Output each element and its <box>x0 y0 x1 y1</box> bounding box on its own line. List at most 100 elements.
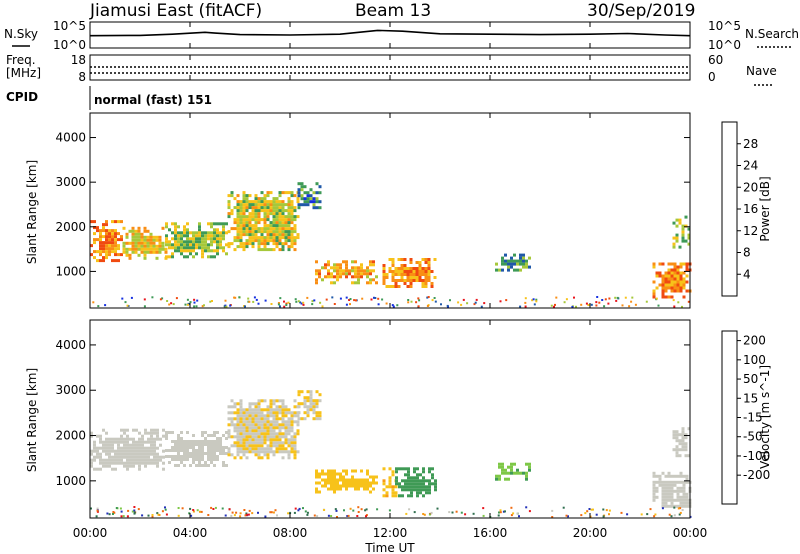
echo-cell <box>117 259 120 263</box>
y-tick-label: 4000 <box>55 131 86 145</box>
echo-cell <box>93 250 96 254</box>
echo-cell <box>327 475 330 479</box>
echo-cell <box>177 231 180 235</box>
echo-cell <box>510 259 513 263</box>
echo-cell <box>260 230 264 234</box>
echo-cell <box>171 246 174 250</box>
echo-cell <box>608 509 611 512</box>
echo-cell <box>207 234 210 238</box>
echo-cell <box>668 513 671 516</box>
echo-cell <box>245 215 249 219</box>
echo-cell <box>266 212 270 216</box>
echo-cell <box>655 274 659 278</box>
echo-cell <box>472 512 475 515</box>
echo-cell <box>204 443 207 446</box>
echo-cell <box>248 429 252 433</box>
echo-cell <box>108 250 111 254</box>
echo-cell <box>93 238 96 242</box>
echo-cell <box>105 235 108 239</box>
echo-cell <box>426 305 429 307</box>
echo-cell <box>207 443 210 446</box>
echo-cell <box>287 224 291 228</box>
echo-cell <box>451 511 454 514</box>
echo-cell <box>126 446 129 450</box>
echo-cell <box>385 285 389 288</box>
echo-cell <box>263 221 267 225</box>
echo-cell <box>525 262 528 266</box>
echo-cell <box>318 475 321 479</box>
echo-cell <box>108 446 111 450</box>
echo-cell <box>324 266 327 270</box>
echo-cell <box>251 414 255 418</box>
echo-cell <box>318 191 322 195</box>
echo-cell <box>141 455 144 459</box>
echo-cell <box>239 200 243 204</box>
echo-cell <box>114 241 117 245</box>
echo-cell <box>266 444 270 448</box>
echo-cell <box>272 441 276 445</box>
echo-cell <box>391 261 395 264</box>
echo-cell <box>260 420 264 424</box>
echo-cell <box>266 242 270 246</box>
echo-cell <box>257 248 261 252</box>
echo-cell <box>685 289 689 293</box>
echo-cell <box>339 266 342 270</box>
echo-cell <box>687 300 690 303</box>
echo-cell <box>117 437 120 441</box>
echo-cell <box>512 512 515 515</box>
echo-cell <box>415 279 419 282</box>
echo-cell <box>275 420 279 424</box>
echo-cell <box>257 511 259 514</box>
echo-cell <box>135 440 138 444</box>
echo-cell <box>174 240 177 244</box>
echo-cell <box>230 420 234 424</box>
echo-cell <box>354 469 357 473</box>
x-tick-label: 08:00 <box>273 526 308 540</box>
echo-cell <box>357 481 360 485</box>
echo-cell <box>525 474 528 478</box>
echo-cell <box>284 426 288 430</box>
echo-cell <box>351 484 354 488</box>
echo-cell <box>90 449 93 453</box>
echo-cell <box>678 439 682 443</box>
echo-cell <box>198 225 201 229</box>
echo-cell <box>685 274 689 278</box>
echo-cell <box>410 479 413 483</box>
echo-cell <box>239 456 243 460</box>
echo-cell <box>553 305 555 308</box>
echo-cell <box>290 218 294 222</box>
echo-cell <box>419 482 422 486</box>
echo-cell <box>129 455 132 459</box>
echo-cell <box>129 446 132 450</box>
echo-cell <box>195 443 198 446</box>
echo-cell <box>93 455 96 459</box>
echo-cell <box>207 231 210 235</box>
echo-cell <box>672 430 676 434</box>
echo-cell <box>177 240 180 244</box>
echo-cell <box>306 513 309 516</box>
echo-cell <box>682 504 686 508</box>
echo-cell <box>251 420 255 424</box>
echo-cell <box>284 191 288 195</box>
echo-cell <box>315 405 319 409</box>
echo-cell <box>198 237 201 241</box>
echo-cell <box>105 449 108 453</box>
echo-cell <box>260 456 264 460</box>
echo-cell <box>427 279 431 282</box>
echo-cell <box>143 250 147 254</box>
echo-cell <box>120 253 123 257</box>
echo-cell <box>251 203 255 207</box>
echo-cell <box>239 209 243 213</box>
echo-cell <box>141 461 144 465</box>
echo-cell <box>236 209 240 213</box>
echo-cell <box>224 299 227 302</box>
echo-cell <box>126 440 129 444</box>
echo-cell <box>679 271 683 275</box>
echo-cell <box>316 515 319 518</box>
echo-cell <box>111 449 114 453</box>
echo-cell <box>183 446 186 449</box>
echo-cell <box>664 492 668 496</box>
echo-cell <box>239 230 243 234</box>
